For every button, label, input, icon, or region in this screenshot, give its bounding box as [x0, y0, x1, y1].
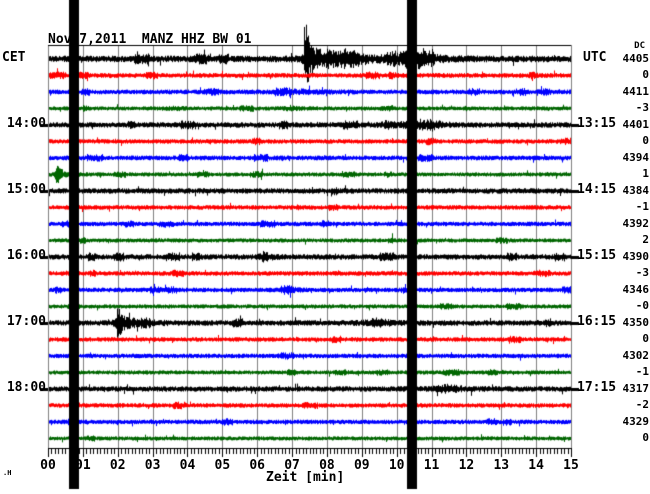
- x-axis-tick-label: 11: [423, 458, 440, 473]
- left-time-label: 15:00: [6, 181, 46, 197]
- x-axis-tick-label: 14: [528, 458, 544, 473]
- x-axis-tick-label: 06: [249, 458, 266, 473]
- trace-offset-value: 4394: [622, 150, 650, 164]
- trace-offset-value: 0: [642, 134, 649, 147]
- right-time-label: 17:15: [577, 379, 617, 395]
- x-axis-tick-label: 10: [388, 458, 405, 473]
- left-time-label: 14:00: [6, 115, 46, 131]
- trace-offset-value: 4350: [622, 315, 650, 329]
- trace-offset-value: 0: [642, 431, 649, 444]
- trace-offset-value: 4392: [622, 216, 650, 230]
- trace-offset-value: 4384: [622, 183, 650, 197]
- trace-offset-value: 4401: [622, 117, 650, 131]
- x-axis-tick-label: 04: [179, 458, 196, 473]
- right-time-label: 15:15: [577, 247, 617, 263]
- trace-offset-value: 4329: [622, 414, 650, 428]
- x-axis-tick-label: 05: [214, 458, 231, 473]
- x-axis-tick-label: 12: [458, 458, 475, 473]
- x-axis-tick-label: 07: [284, 458, 300, 473]
- right-scale-label: UTC: [583, 50, 607, 65]
- trace-offset-value: 1: [642, 167, 649, 180]
- left-scale-label: CET: [2, 50, 26, 65]
- trace-offset-value: 4317: [622, 381, 650, 395]
- right-time-label: 13:15: [577, 115, 617, 131]
- trace-offset-value: -0: [635, 299, 649, 312]
- trace-offset-value: -2: [635, 398, 649, 411]
- trace-offset-value: -1: [635, 200, 649, 213]
- watermark: .H: [3, 469, 12, 477]
- left-time-label: 18:00: [6, 379, 46, 395]
- x-axis-tick-label: 13: [493, 458, 510, 473]
- x-axis-tick-label: 02: [109, 458, 126, 473]
- x-axis-tick-label: 01: [75, 458, 91, 473]
- trace-offset-value: 4411: [622, 84, 650, 98]
- trace-offset-value: 4405: [622, 51, 650, 65]
- dc-label: DC: [634, 41, 645, 51]
- trace-offset-value: 2: [642, 233, 649, 246]
- x-axis-tick-label: 09: [353, 458, 370, 473]
- x-axis-tick-label: 00: [40, 458, 56, 473]
- x-axis-tick-label: 15: [563, 458, 579, 473]
- trace-offset-value: -3: [635, 266, 649, 279]
- trace-offset-value: 4346: [622, 282, 650, 296]
- left-time-label: 17:00: [6, 313, 46, 329]
- trace-offset-value: 0: [642, 68, 649, 81]
- trace-offset-value: 0: [642, 332, 649, 345]
- trace-offset-value: -1: [635, 365, 649, 378]
- right-time-label: 16:15: [577, 313, 617, 329]
- right-time-label: 14:15: [577, 181, 617, 197]
- trace-offset-value: 4390: [622, 249, 650, 263]
- x-axis-tick-label: 03: [144, 458, 161, 473]
- plot-title: Nov 7,2011 MANZ HHZ BW 01: [48, 32, 252, 47]
- x-axis-label: Zeit [min]: [266, 470, 345, 485]
- left-time-label: 16:00: [6, 247, 46, 263]
- x-axis-tick-label: 08: [319, 458, 335, 473]
- trace-offset-value: -3: [635, 101, 649, 114]
- trace-offset-value: 4302: [622, 348, 650, 362]
